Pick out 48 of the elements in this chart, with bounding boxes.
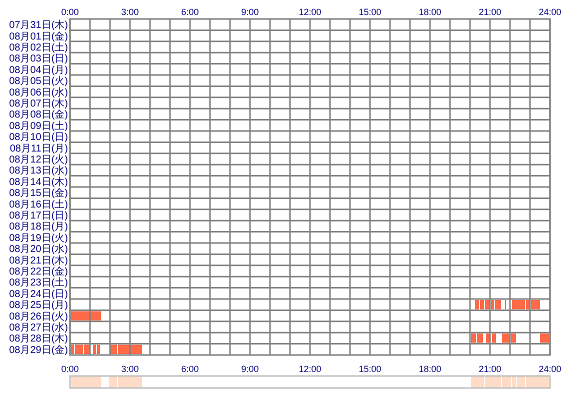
x-tick-label: 15:00 <box>358 7 382 17</box>
x-tick-label: 21:00 <box>478 364 502 374</box>
y-tick-label: 08月11日(月) <box>10 143 68 154</box>
y-tick-label: 08月18日(月) <box>9 222 68 233</box>
y-tick-label: 08月27日(水) <box>9 322 68 334</box>
y-tick-label: 08月28日(木) <box>9 332 68 345</box>
x-tick-label: 9:00 <box>241 7 259 17</box>
x-tick-label: 6:00 <box>181 364 199 374</box>
y-tick-label: 08月06日(水) <box>9 86 68 98</box>
x-tick-label: 24:00 <box>538 7 562 17</box>
y-tick-label: 08月02日(土) <box>9 42 68 54</box>
x-tick-label: 3:00 <box>121 364 139 374</box>
y-tick-label: 08月26日(火) <box>9 310 68 322</box>
y-tick-label: 08月12日(火) <box>9 154 68 166</box>
x-tick-label: 18:00 <box>418 364 442 374</box>
y-tick-label: 08月22日(金) <box>9 266 68 278</box>
x-tick-label: 12:00 <box>298 7 322 17</box>
y-tick-label: 08月20日(水) <box>9 243 68 256</box>
y-tick-label: 08月04日(月) <box>9 64 68 76</box>
y-tick-label: 08月07日(木) <box>9 98 68 110</box>
y-tick-label: 08月08日(金) <box>9 108 68 121</box>
y-tick-label: 08月05日(火) <box>9 75 68 88</box>
y-tick-label: 08月14日(木) <box>9 176 68 188</box>
x-tick-label: 9:00 <box>241 364 259 374</box>
y-tick-label: 08月25日(月) <box>9 300 68 312</box>
y-tick-label: 08月21日(木) <box>9 254 68 266</box>
x-tick-label: 24:00 <box>538 364 562 374</box>
y-tick-label: 08月24日(日) <box>9 288 68 300</box>
y-tick-label: 08月29日(金) <box>9 344 68 356</box>
x-tick-label: 6:00 <box>181 7 199 17</box>
y-tick-label: 08月13日(水) <box>9 164 68 177</box>
y-tick-label: 08月17日(日) <box>9 210 68 222</box>
y-tick-label: 08月15日(金) <box>9 187 68 200</box>
x-tick-label: 0:00 <box>61 364 79 374</box>
x-tick-label: 12:00 <box>298 364 322 374</box>
x-tick-label: 18:00 <box>418 7 442 17</box>
y-tick-label: 08月16日(土) <box>9 198 68 210</box>
x-tick-label: 3:00 <box>121 7 139 17</box>
x-tick-label: 21:00 <box>478 7 502 17</box>
y-tick-label: 08月19日(火) <box>9 232 68 244</box>
y-tick-label: 08月10日(日) <box>9 132 68 144</box>
y-tick-label: 08月23日(土) <box>9 276 68 289</box>
y-tick-label: 08月09日(土) <box>9 120 68 132</box>
y-tick-label: 08月01日(金) <box>9 30 68 42</box>
x-tick-label: 0:00 <box>61 7 79 17</box>
x-tick-label: 15:00 <box>358 364 382 374</box>
y-tick-label: 08月03日(日) <box>9 54 68 65</box>
y-tick-label: 07月31日(木) <box>9 19 68 32</box>
